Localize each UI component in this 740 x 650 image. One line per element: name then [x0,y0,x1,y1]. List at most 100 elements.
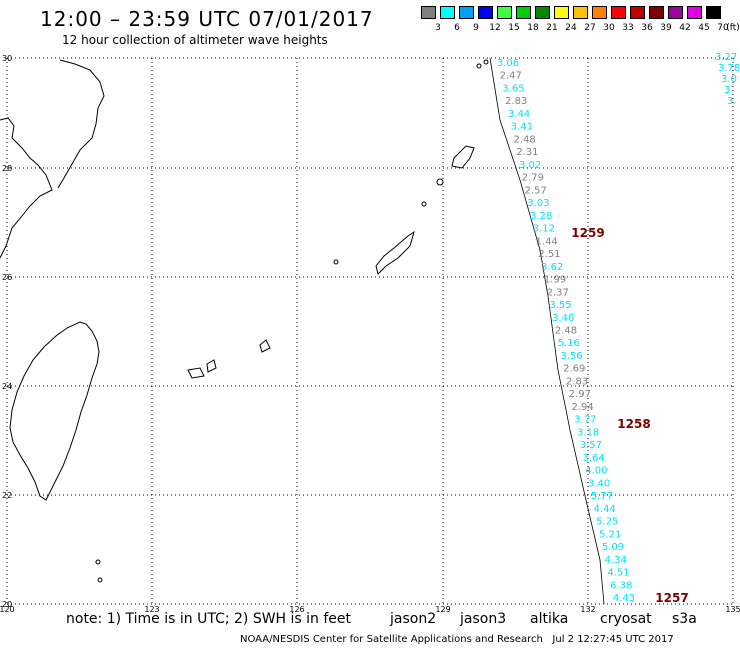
edge-wave-height-label: 3. [727,96,737,107]
wave-height-label: 4.43 [613,593,635,604]
wave-height-label: 5.21 [599,529,621,540]
pass-time-label: 1259 [571,226,604,240]
wave-height-label: 3.28 [530,211,552,222]
pass-time-label: 1257 [655,591,688,605]
wave-height-label: 3.57 [580,440,602,451]
axis-labels: 120 123 126 129 132 135 30 28 26 24 22 20 [0,54,740,614]
islet [436,178,444,186]
track-line [489,57,605,605]
legend-label: 45 [698,23,710,33]
legend-label: 39 [660,23,672,33]
wave-height-label: 3.44 [508,109,530,120]
wave-height-label: 3.40 [588,478,610,489]
legend-swatch [535,6,550,19]
iriomote-island [206,359,217,373]
lat-label: 22 [2,491,12,500]
kyushu-coast [57,59,105,189]
edge-wave-height-label: 3. [724,85,734,96]
lon-label: 120 [0,605,15,614]
wave-height-label: 2.94 [571,402,593,413]
legend-label: 15 [508,23,520,33]
wave-height-label: 1.99 [544,275,566,286]
edge-wave-height-label: 3.78 [718,63,740,74]
wave-height-label: 5.16 [558,338,580,349]
wave-height-label: 5.25 [596,517,618,528]
legend-label: 33 [622,23,634,33]
sat-jason3: jason3 [460,611,507,627]
coastlines [0,59,489,583]
lon-label: 135 [725,605,740,614]
wave-height-label: 2.51 [538,249,560,260]
wave-height-label: 3.55 [549,300,571,311]
legend-swatch [649,6,664,19]
islet [483,59,489,65]
legend-swatch [668,6,683,19]
wave-height-label: 3.41 [511,122,533,133]
legend-swatch [592,6,607,19]
wave-height-label: 2.83 [505,96,527,107]
wave-height-label: 3.62 [541,262,563,273]
map-subtitle: 12 hour collection of altimeter wave hei… [62,33,328,47]
lon-label: 123 [144,605,159,614]
wave-height-label: 5.77 [591,491,613,502]
sat-altika: altika [530,611,569,627]
amami-island [451,145,475,169]
note-text: note: 1) Time is in UTC; 2) SWH is in fe… [66,611,352,627]
legend-label: 18 [527,23,539,33]
sat-jason2: jason2 [390,611,437,627]
legend-swatch [459,6,474,19]
wave-height-label: 4.44 [594,504,616,515]
islet [95,559,101,565]
wave-height-label: 3.64 [582,453,604,464]
lat-label: 20 [2,600,12,609]
legend-label: 36 [641,23,653,33]
lat-label: 28 [2,164,12,173]
lat-label: 24 [2,382,12,391]
map-title: 12:00 – 23:59 UTC 07/01/2017 [40,7,374,31]
wave-height-label: 2.79 [522,173,544,184]
ishigaki-island [187,367,205,379]
legend-label: 9 [473,23,479,33]
legend-label: 70 [717,23,729,33]
ryukyu-coast-north [0,117,53,259]
wave-height-label: 3.56 [560,351,582,362]
sat-s3a: s3a [672,611,697,627]
legend-label: 24 [565,23,577,33]
wave-height-label: 4.00 [585,466,607,477]
legend-label: 3 [435,23,441,33]
wave-height-label: 2.57 [524,185,546,196]
wave-height-label: 3.65 [502,83,524,94]
miyako-island [259,339,271,353]
wave-height-label: 3.46 [552,313,574,324]
legend-label: 42 [679,23,691,33]
wave-height-label: 6.38 [610,580,632,591]
wave-height-label: 4.51 [607,568,629,579]
legend-swatch [573,6,588,19]
lat-label: 26 [2,273,12,282]
legend-swatch [687,6,702,19]
legend-swatch [497,6,512,19]
legend-label: 12 [489,23,501,33]
wave-height-label: 2.37 [547,287,569,298]
okinawa-island [375,230,415,275]
wave-height-label: 3.03 [527,198,549,209]
wave-height-label: 2.97 [569,389,591,400]
wave-height-label: 2.31 [516,147,538,158]
islet [476,63,482,69]
legend-swatch [554,6,569,19]
wave-height-label: 3.77 [574,415,596,426]
legend-swatch [706,6,721,19]
footer: NOAA/NESDIS Center for Satellite Applica… [240,634,674,645]
sat-cryosat: cryosat [600,611,652,627]
lat-lon-grid [6,57,734,605]
legend-label: 30 [603,23,615,33]
taiwan-coast [9,321,100,501]
islet [421,201,427,207]
legend-label: 21 [546,23,558,33]
islet [333,259,339,265]
legend-swatch [630,6,645,19]
edge-wave-height-label: 3.27 [715,52,737,63]
lon-label: 132 [580,605,595,614]
legend-unit: (ft) [726,23,740,33]
